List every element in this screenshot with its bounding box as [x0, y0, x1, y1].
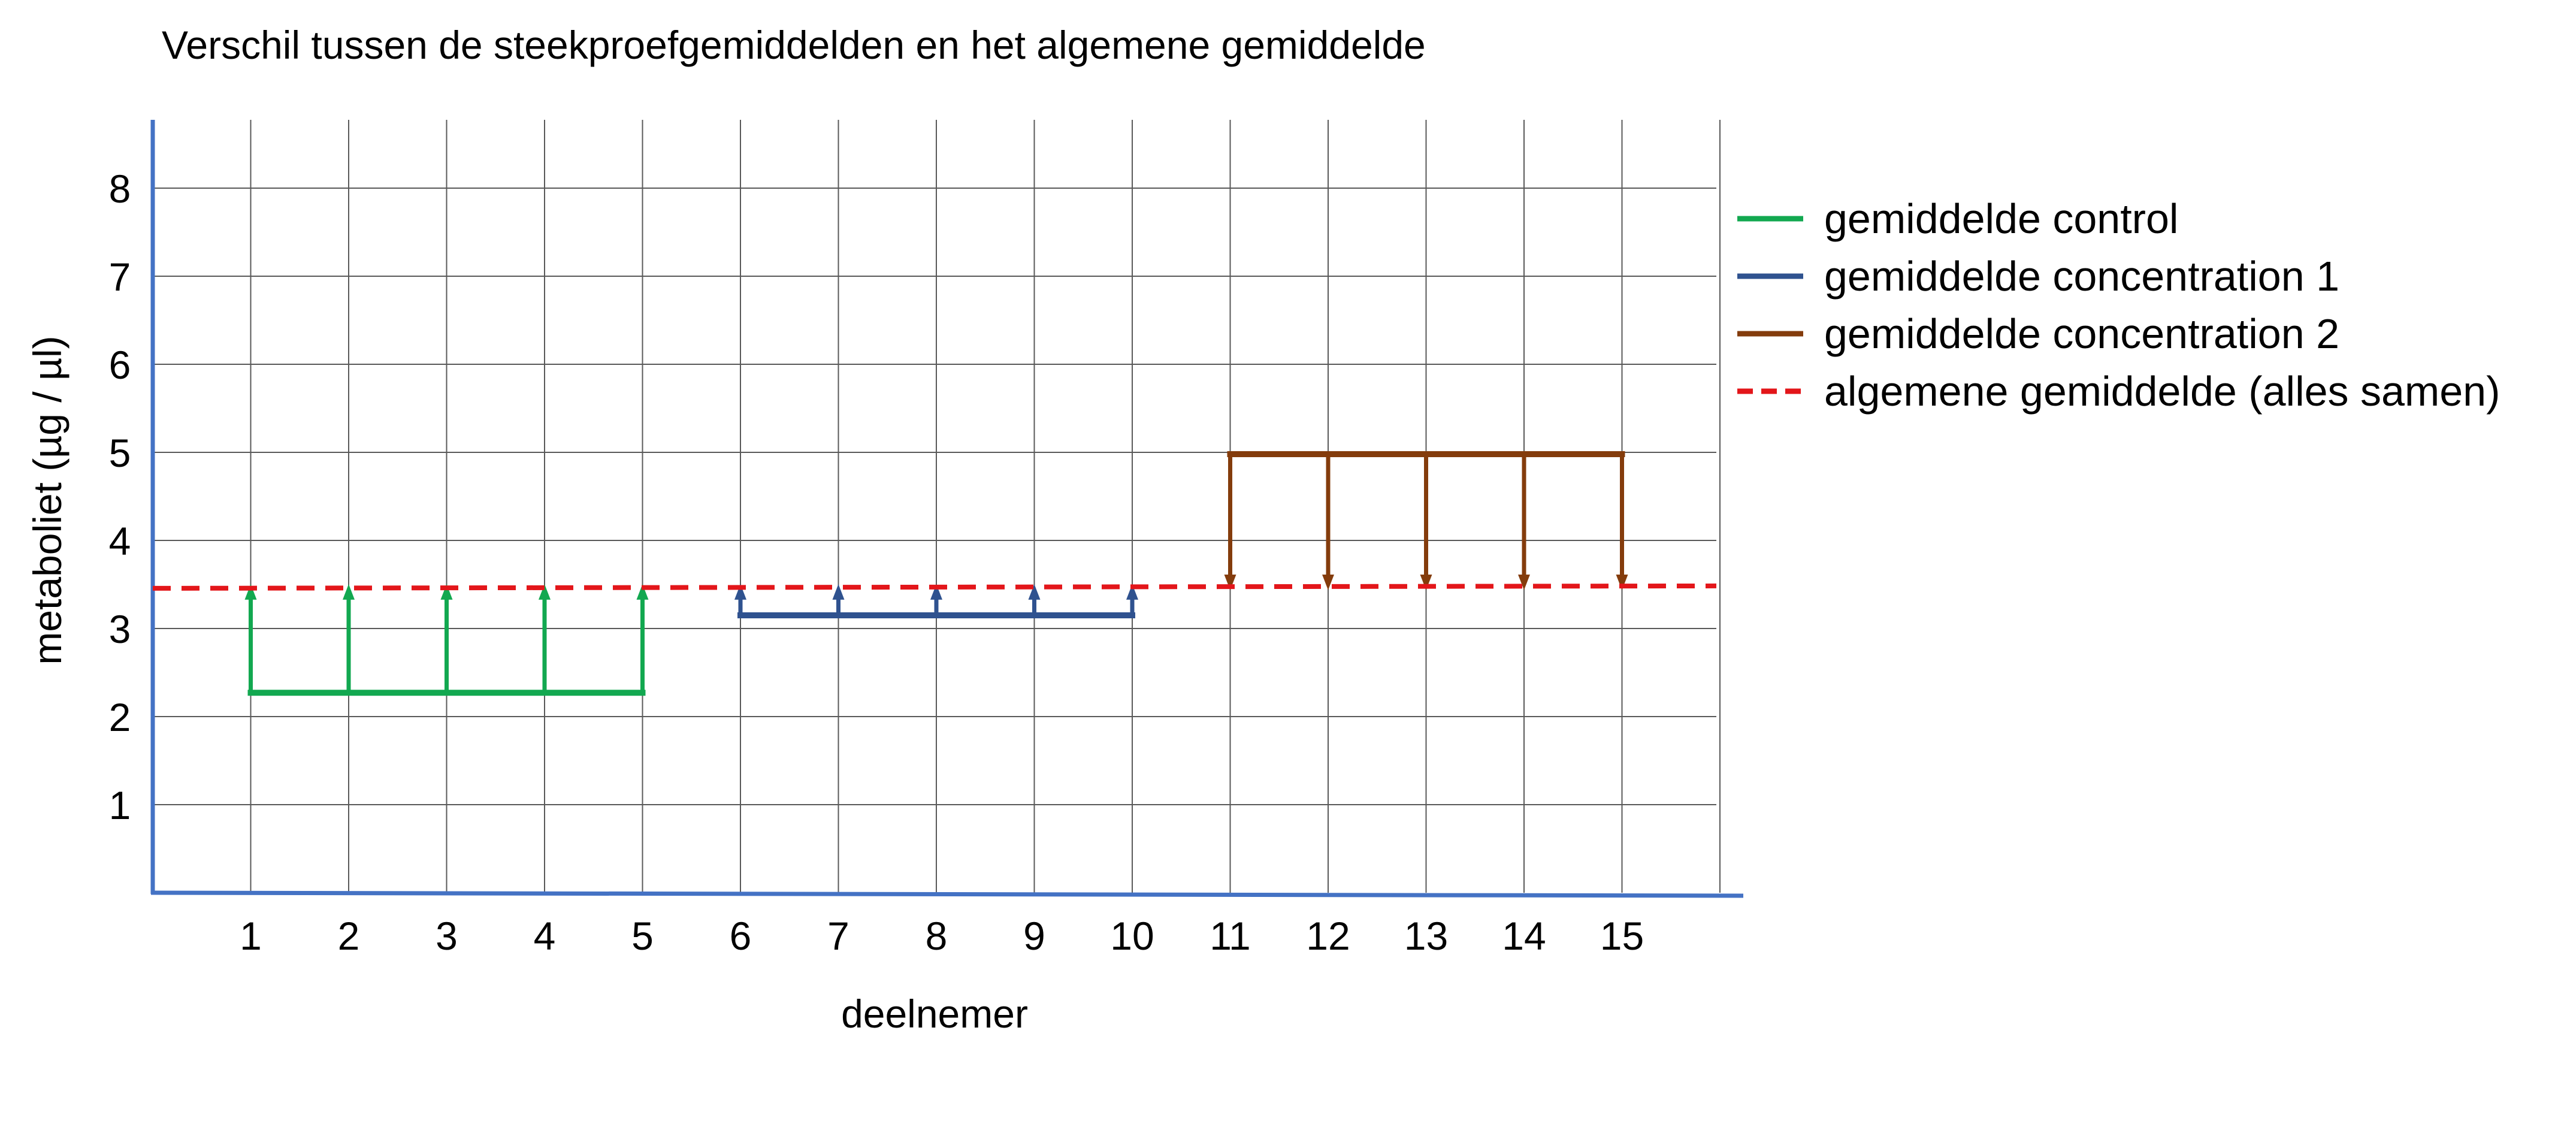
x-tick-label: 9 [1023, 914, 1045, 958]
data-marks [152, 451, 1717, 696]
y-axis-label: metaboliet (µg / µl) [25, 336, 69, 664]
x-tick-label: 12 [1306, 914, 1350, 958]
legend-label: gemiddelde concentration 1 [1824, 253, 2339, 300]
y-tick-label: 8 [109, 167, 131, 211]
x-tick-label: 5 [631, 914, 654, 958]
x-tick-label: 11 [1210, 914, 1251, 958]
x-tick-label: 14 [1502, 914, 1546, 958]
x-tick-label: 10 [1110, 914, 1154, 958]
x-axis-line [150, 890, 1744, 898]
legend-label: gemiddelde control [1824, 195, 2178, 242]
x-axis-label: deelnemer [841, 992, 1028, 1036]
y-tick-label: 1 [109, 783, 131, 827]
x-tick-label: 3 [436, 914, 458, 958]
legend-label: gemiddelde concentration 2 [1824, 310, 2339, 357]
legend: gemiddelde control gemiddelde concentrati… [1737, 195, 2500, 415]
x-tick-label: 8 [926, 914, 948, 958]
y-tick-label: 4 [109, 519, 131, 563]
axes [150, 120, 1744, 898]
chart-title: Verschil tussen de steekproefgemiddelden… [162, 23, 1426, 67]
y-tick-label: 2 [109, 695, 131, 739]
x-tick-label: 13 [1404, 914, 1448, 958]
y-tick-label: 7 [109, 255, 131, 299]
x-tick-label: 2 [338, 914, 360, 958]
x-tick-label: 6 [730, 914, 752, 958]
grid [153, 120, 1721, 893]
legend-label: algemene gemiddelde (alles samen) [1824, 368, 2500, 415]
x-tick-label: 7 [827, 914, 849, 958]
y-tick-label: 6 [109, 343, 131, 387]
x-tick-label: 1 [240, 914, 262, 958]
overall-mean-line [152, 583, 1717, 591]
y-tick-label: 3 [109, 607, 131, 651]
x-tick-label: 4 [534, 914, 556, 958]
y-tick-label: 5 [109, 431, 131, 475]
x-tick-label: 15 [1600, 914, 1644, 958]
